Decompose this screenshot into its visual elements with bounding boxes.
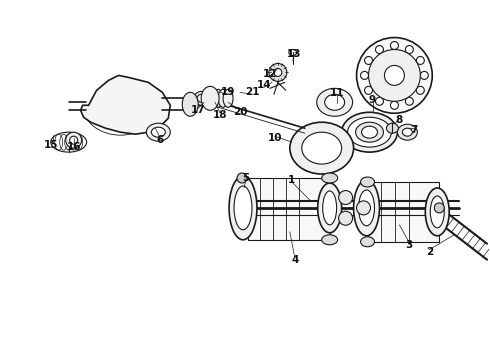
Ellipse shape — [229, 176, 257, 240]
Text: 17: 17 — [191, 105, 205, 115]
Ellipse shape — [357, 201, 370, 215]
Ellipse shape — [359, 190, 374, 226]
Ellipse shape — [365, 86, 372, 94]
Ellipse shape — [223, 89, 233, 107]
Text: 19: 19 — [221, 87, 235, 97]
Ellipse shape — [318, 183, 342, 233]
Ellipse shape — [391, 101, 398, 109]
Ellipse shape — [416, 86, 424, 94]
Bar — [368, 182, 439, 242]
Ellipse shape — [430, 196, 444, 228]
Ellipse shape — [339, 190, 353, 204]
Ellipse shape — [434, 203, 444, 213]
Ellipse shape — [322, 235, 338, 245]
Ellipse shape — [325, 94, 344, 110]
Ellipse shape — [416, 57, 424, 64]
Text: 21: 21 — [245, 87, 259, 97]
Ellipse shape — [182, 92, 198, 116]
Ellipse shape — [202, 89, 212, 107]
Text: 13: 13 — [287, 49, 301, 59]
Ellipse shape — [322, 173, 338, 183]
Text: 14: 14 — [257, 80, 271, 90]
Text: 15: 15 — [44, 140, 58, 150]
Text: 8: 8 — [396, 115, 403, 125]
Ellipse shape — [234, 186, 252, 230]
Ellipse shape — [425, 188, 449, 236]
Ellipse shape — [375, 97, 384, 105]
Ellipse shape — [361, 177, 374, 187]
Ellipse shape — [274, 68, 282, 76]
Ellipse shape — [354, 180, 379, 236]
Ellipse shape — [357, 37, 432, 113]
Ellipse shape — [66, 132, 82, 148]
Ellipse shape — [213, 89, 223, 107]
Ellipse shape — [356, 122, 384, 142]
Text: 16: 16 — [67, 142, 81, 152]
Ellipse shape — [391, 41, 398, 50]
Ellipse shape — [147, 123, 171, 141]
Text: 2: 2 — [426, 247, 433, 257]
Ellipse shape — [339, 211, 353, 225]
Ellipse shape — [197, 94, 205, 102]
Text: 1: 1 — [288, 175, 295, 185]
Text: 7: 7 — [411, 125, 418, 135]
Ellipse shape — [361, 237, 374, 247]
Ellipse shape — [70, 136, 77, 144]
Ellipse shape — [347, 117, 392, 147]
Ellipse shape — [269, 63, 287, 81]
Ellipse shape — [201, 86, 219, 110]
Text: 12: 12 — [263, 69, 277, 80]
Ellipse shape — [194, 91, 208, 105]
Ellipse shape — [290, 122, 354, 174]
Text: 4: 4 — [291, 255, 298, 265]
Ellipse shape — [405, 45, 414, 54]
Ellipse shape — [342, 112, 397, 152]
Ellipse shape — [397, 124, 417, 140]
Ellipse shape — [385, 66, 404, 85]
Text: 10: 10 — [268, 133, 282, 143]
Ellipse shape — [375, 45, 384, 54]
Ellipse shape — [317, 88, 353, 116]
Ellipse shape — [207, 89, 217, 107]
Ellipse shape — [323, 191, 337, 225]
Ellipse shape — [237, 173, 247, 183]
Text: 18: 18 — [213, 110, 227, 120]
Ellipse shape — [302, 132, 342, 164]
Ellipse shape — [365, 57, 372, 64]
Ellipse shape — [218, 89, 228, 107]
Ellipse shape — [361, 71, 368, 80]
Text: 6: 6 — [157, 135, 164, 145]
Text: 3: 3 — [406, 240, 413, 250]
Ellipse shape — [402, 128, 413, 136]
Polygon shape — [81, 75, 171, 134]
Text: 11: 11 — [329, 88, 344, 98]
Text: 20: 20 — [233, 107, 247, 117]
Ellipse shape — [368, 50, 420, 101]
Ellipse shape — [151, 127, 165, 137]
Ellipse shape — [387, 123, 398, 133]
Ellipse shape — [362, 126, 377, 138]
Ellipse shape — [420, 71, 428, 80]
Text: 5: 5 — [243, 173, 249, 183]
Bar — [248, 178, 330, 240]
Ellipse shape — [405, 97, 414, 105]
Text: 9: 9 — [369, 95, 376, 105]
